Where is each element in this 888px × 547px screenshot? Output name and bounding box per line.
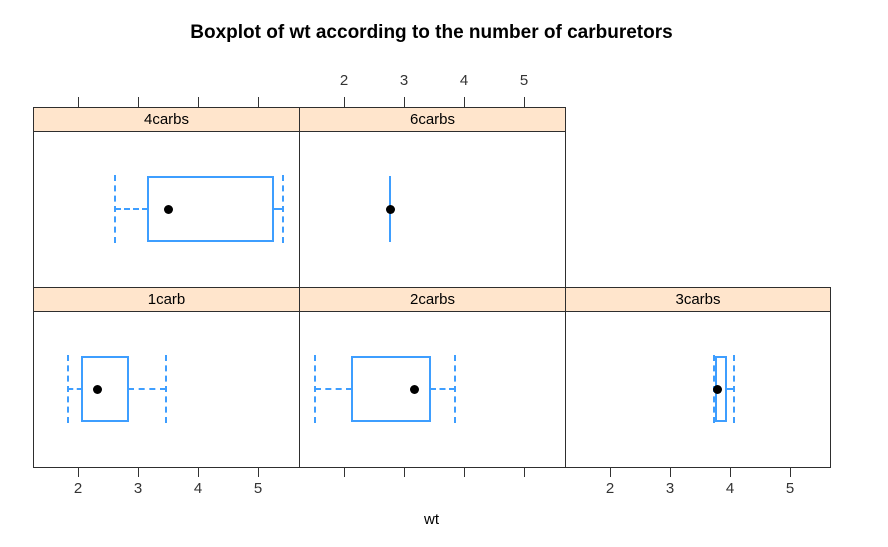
whisker-right-3carbs bbox=[725, 388, 735, 390]
x-axis-tick bbox=[464, 467, 465, 477]
median-dot-6carbs bbox=[386, 205, 396, 214]
panel-strip-label: 1carb bbox=[147, 291, 186, 308]
whisker-cap-low-1carb bbox=[67, 355, 70, 423]
median-dot-2carbs bbox=[410, 385, 420, 394]
x-axis-tick-label: 2 bbox=[339, 72, 349, 89]
x-axis-tick bbox=[78, 97, 79, 107]
boxplot-box-4carbs bbox=[147, 176, 274, 242]
median-dot-4carbs bbox=[164, 205, 173, 214]
whisker-right-4carbs bbox=[273, 208, 284, 210]
x-axis-tick-label: 3 bbox=[133, 480, 143, 497]
x-axis-tick bbox=[344, 467, 345, 477]
panel-strip-3carbs: 3carbs bbox=[565, 287, 831, 312]
whisker-cap-high-3carbs bbox=[733, 355, 736, 423]
x-axis-tick-label: 2 bbox=[605, 480, 615, 497]
x-axis-tick-label: 5 bbox=[519, 72, 529, 89]
panel-body-3carbs bbox=[565, 311, 831, 468]
whisker-cap-high-2carbs bbox=[454, 355, 456, 423]
panel-strip-6carbs: 6carbs bbox=[299, 107, 566, 132]
x-axis-tick bbox=[404, 467, 405, 477]
x-axis-tick-label: 4 bbox=[193, 480, 203, 497]
boxplot-box-1carb bbox=[81, 356, 130, 422]
x-axis-tick bbox=[524, 467, 525, 477]
x-axis-tick bbox=[198, 467, 199, 477]
x-axis-tick bbox=[344, 97, 345, 107]
whisker-cap-high-1carb bbox=[164, 355, 167, 423]
whisker-cap-low-2carbs bbox=[313, 355, 316, 423]
x-axis-tick bbox=[524, 97, 525, 107]
x-axis-tick-label: 2 bbox=[73, 480, 83, 497]
whisker-right-1carb bbox=[128, 388, 166, 390]
x-axis-tick bbox=[138, 97, 139, 107]
x-axis-tick-label: 3 bbox=[399, 72, 409, 89]
panel-strip-label: 2carbs bbox=[409, 291, 456, 308]
x-axis-tick bbox=[78, 467, 79, 477]
x-axis-tick-label: 3 bbox=[665, 480, 675, 497]
boxplot-box-2carbs bbox=[351, 356, 432, 422]
whisker-left-2carbs bbox=[314, 388, 353, 390]
x-axis-tick bbox=[198, 97, 199, 107]
panel-strip-label: 3carbs bbox=[675, 291, 721, 308]
x-axis-tick-label: 5 bbox=[253, 480, 263, 497]
panel-body-6carbs bbox=[299, 131, 566, 288]
x-axis-tick bbox=[610, 467, 611, 477]
whisker-cap-high-4carbs bbox=[282, 175, 285, 243]
x-axis-tick bbox=[258, 97, 259, 107]
whisker-left-1carb bbox=[68, 388, 83, 390]
x-axis-tick-label: 4 bbox=[725, 480, 735, 497]
x-axis-tick bbox=[404, 97, 405, 107]
panel-strip-label: 6carbs bbox=[409, 111, 456, 128]
x-axis-tick bbox=[790, 467, 791, 477]
x-axis-tick bbox=[670, 467, 671, 477]
x-axis-tick bbox=[464, 97, 465, 107]
panel-strip-2carbs: 2carbs bbox=[299, 287, 566, 312]
chart-title: Boxplot of wt according to the number of… bbox=[190, 22, 673, 43]
whisker-right-2carbs bbox=[430, 388, 455, 390]
whisker-left-4carbs bbox=[115, 208, 149, 210]
whisker-cap-low-4carbs bbox=[114, 175, 117, 243]
panel-strip-1carb: 1carb bbox=[33, 287, 300, 312]
x-axis-tick bbox=[138, 467, 139, 477]
x-axis-tick bbox=[730, 467, 731, 477]
median-dot-1carb bbox=[93, 385, 103, 394]
x-axis-tick-label: 5 bbox=[785, 480, 795, 497]
panel-strip-4carbs: 4carbs bbox=[33, 107, 300, 132]
x-axis-label: wt bbox=[424, 511, 439, 528]
x-axis-tick bbox=[258, 467, 259, 477]
median-dot-3carbs bbox=[712, 385, 722, 394]
panel-strip-label: 4carbs bbox=[143, 111, 190, 128]
x-axis-tick-label: 4 bbox=[459, 72, 469, 89]
